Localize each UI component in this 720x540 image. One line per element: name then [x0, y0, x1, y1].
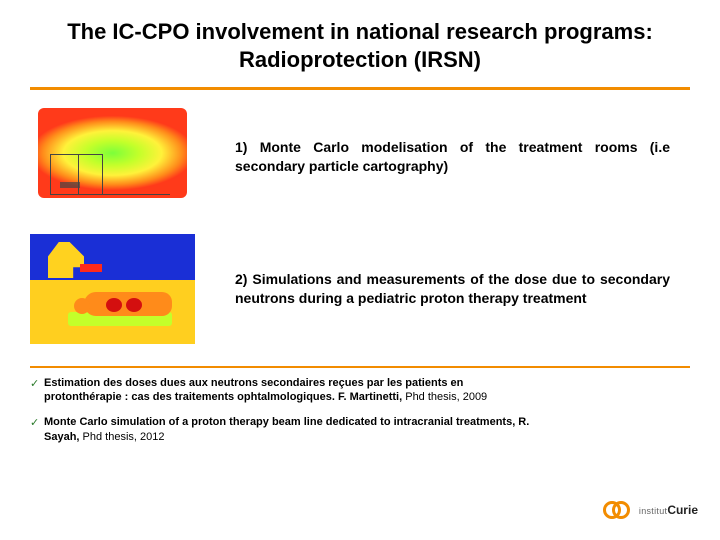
- institut-curie-logo: institutCurie: [603, 498, 698, 522]
- item-1: 1) Monte Carlo modelisation of the treat…: [30, 102, 690, 212]
- check-icon: ✓: [30, 416, 39, 431]
- item-2: 2) Simulations and measurements of the d…: [30, 234, 690, 344]
- item-2-figure: [30, 234, 195, 344]
- slide-title: The IC-CPO involvement in national resea…: [0, 0, 720, 83]
- reference-2: ✓ Monte Carlo simulation of a proton the…: [30, 415, 540, 445]
- reference-1: ✓ Estimation des doses dues aux neutrons…: [30, 376, 540, 406]
- logo-text: institutCurie: [639, 503, 698, 517]
- divider-bottom: [30, 366, 690, 368]
- item-2-desc: 2) Simulations and measurements of the d…: [235, 270, 690, 308]
- logo-line2: Curie: [667, 503, 698, 517]
- item-1-figure: [30, 102, 195, 212]
- check-icon: ✓: [30, 377, 39, 392]
- content-area: 1) Monte Carlo modelisation of the treat…: [0, 90, 720, 344]
- references: ✓ Estimation des doses dues aux neutrons…: [0, 376, 720, 445]
- logo-line1: institut: [639, 506, 667, 516]
- item-1-desc: 1) Monte Carlo modelisation of the treat…: [235, 138, 690, 176]
- reference-2-tail: Phd thesis, 2012: [79, 431, 164, 443]
- logo-mark-icon: [603, 498, 633, 522]
- reference-1-tail: Phd thesis, 2009: [402, 391, 487, 403]
- reference-1-title: Estimation des doses dues aux neutrons s…: [44, 377, 463, 404]
